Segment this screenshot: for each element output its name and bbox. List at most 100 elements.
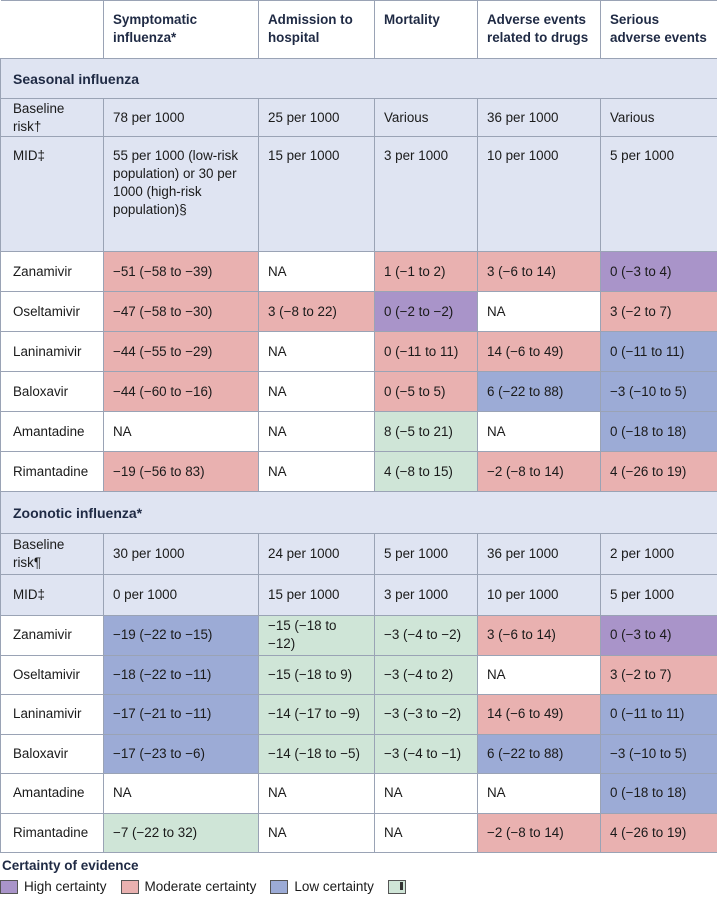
effect-cell: 3 (−6 to 14) bbox=[477, 615, 601, 656]
effect-cell: NA bbox=[103, 773, 259, 814]
table-row: Amantadine NA NA 8 (−5 to 21) NA 0 (−18 to 18… bbox=[0, 411, 717, 452]
header-cell: Symptomatic influenza* bbox=[103, 0, 259, 59]
table-row: Baloxavir −17 (−23 to −6) −14 (−18 to −5) −… bbox=[0, 733, 717, 774]
mid-row: MID‡ 55 per 1000 (low-risk population) or… bbox=[0, 136, 717, 252]
effect-cell: −3 (−10 to 5) bbox=[600, 733, 717, 774]
table-cell: 10 per 1000 bbox=[477, 574, 601, 616]
table-cell: 55 per 1000 (low-risk population) or 30 … bbox=[103, 136, 259, 252]
row-label: Baseline risk† bbox=[0, 98, 104, 137]
table-cell: 2 per 1000 bbox=[600, 533, 717, 575]
table-row: Oseltamivir −18 (−22 to −11) −15 (−18 to 9… bbox=[0, 654, 717, 695]
effect-cell: −15 (−18 to −12) bbox=[258, 615, 375, 656]
baseline-row: Baseline risk¶ 30 per 1000 24 per 1000 5 pe… bbox=[0, 533, 717, 575]
effect-cell: −3 (−4 to −2) bbox=[374, 615, 478, 656]
effect-cell: −17 (−21 to −11) bbox=[103, 694, 259, 735]
legend-swatch bbox=[270, 879, 289, 894]
mid-row: MID‡ 0 per 1000 15 per 1000 3 per 1000 10 pe… bbox=[0, 574, 717, 616]
effect-cell: −2 (−8 to 14) bbox=[477, 451, 601, 492]
table-cell: 5 per 1000 bbox=[600, 136, 717, 252]
row-label: Baseline risk¶ bbox=[0, 533, 104, 575]
drug-name: Rimantadine bbox=[0, 812, 104, 853]
table-cell: Various bbox=[600, 98, 717, 137]
effect-cell: −17 (−23 to −6) bbox=[103, 733, 259, 774]
effect-cell: −14 (−17 to −9) bbox=[258, 694, 375, 735]
effect-cell: 0 (−11 to 11) bbox=[374, 331, 478, 372]
effect-cell: NA bbox=[477, 411, 601, 452]
effect-cell: 3 (−2 to 7) bbox=[600, 654, 717, 695]
table-row: Amantadine NA NA NA NA 0 (−18 to 18) bbox=[0, 773, 717, 814]
effect-cell: −47 (−58 to −30) bbox=[103, 291, 259, 332]
effect-cell: NA bbox=[477, 773, 601, 814]
baseline-row: Baseline risk† 78 per 1000 25 per 1000 Vari… bbox=[0, 98, 717, 137]
effect-cell: 0 (−3 to 4) bbox=[600, 615, 717, 656]
effect-cell: −19 (−22 to −15) bbox=[103, 615, 259, 656]
drug-name: Baloxavir bbox=[0, 371, 104, 412]
table-cell: 15 per 1000 bbox=[258, 574, 375, 616]
effect-cell: −2 (−8 to 14) bbox=[477, 812, 601, 853]
effect-cell: NA bbox=[477, 654, 601, 695]
effect-cell: −7 (−22 to 32) bbox=[103, 812, 259, 853]
drug-name: Laninamivir bbox=[0, 694, 104, 735]
section-title: Zoonotic influenza* bbox=[0, 491, 717, 534]
header-cell: Admission to hospital bbox=[258, 0, 375, 59]
header-cell: Mortality bbox=[374, 0, 478, 59]
header-cell: Serious adverse events bbox=[600, 0, 717, 59]
drug-name: Oseltamivir bbox=[0, 654, 104, 695]
effect-cell: NA bbox=[258, 371, 375, 412]
table-row: Zanamivir −19 (−22 to −15) −15 (−18 to −12… bbox=[0, 615, 717, 656]
drug-name: Amantadine bbox=[0, 411, 104, 452]
effect-cell: 8 (−5 to 21) bbox=[374, 411, 478, 452]
header-row: Symptomatic influenza* Admission to hosp… bbox=[0, 0, 717, 59]
effect-cell: −19 (−56 to 83) bbox=[103, 451, 259, 492]
section-title: Seasonal influenza bbox=[0, 58, 717, 99]
effect-cell: 6 (−22 to 88) bbox=[477, 371, 601, 412]
effect-cell: 14 (−6 to 49) bbox=[477, 694, 601, 735]
drug-name: Amantadine bbox=[0, 773, 104, 814]
effect-cell: 0 (−11 to 11) bbox=[600, 694, 717, 735]
effect-cell: 3 (−2 to 7) bbox=[600, 291, 717, 332]
effect-cell: −18 (−22 to −11) bbox=[103, 654, 259, 695]
table-cell: 3 per 1000 bbox=[374, 136, 478, 252]
effect-cell: −3 (−3 to −2) bbox=[374, 694, 478, 735]
effect-cell: −3 (−4 to −1) bbox=[374, 733, 478, 774]
effect-cell: 4 (−26 to 19) bbox=[600, 812, 717, 853]
table-row: Laninamivir −44 (−55 to −29) NA 0 (−11 to 1… bbox=[0, 331, 717, 372]
effect-cell: 3 (−8 to 22) bbox=[258, 291, 375, 332]
effect-cell: 0 (−18 to 18) bbox=[600, 411, 717, 452]
drug-name: Baloxavir bbox=[0, 733, 104, 774]
effect-cell: 0 (−3 to 4) bbox=[600, 251, 717, 292]
effect-cell: NA bbox=[258, 773, 375, 814]
legend-item: High certainty bbox=[0, 879, 107, 894]
effect-cell: NA bbox=[258, 411, 375, 452]
drug-name: Zanamivir bbox=[0, 615, 104, 656]
table-cell: 30 per 1000 bbox=[103, 533, 259, 575]
legend-label: Low certainty bbox=[294, 879, 374, 894]
legend-item: Low certainty bbox=[270, 879, 374, 894]
table-row: Rimantadine −19 (−56 to 83) NA 4 (−8 to 15)… bbox=[0, 451, 717, 492]
effect-cell: NA bbox=[258, 451, 375, 492]
effect-cell: NA bbox=[258, 812, 375, 853]
effect-cell: −15 (−18 to 9) bbox=[258, 654, 375, 695]
effect-cell: −44 (−55 to −29) bbox=[103, 331, 259, 372]
table-row: Oseltamivir −47 (−58 to −30) 3 (−8 to 22) 0… bbox=[0, 291, 717, 332]
effect-cell: 0 (−2 to −2) bbox=[374, 291, 478, 332]
table-cell: 3 per 1000 bbox=[374, 574, 478, 616]
table-cell: 10 per 1000 bbox=[477, 136, 601, 252]
drug-name: Zanamivir bbox=[0, 251, 104, 292]
legend-swatch bbox=[120, 879, 139, 894]
legend-label: High certainty bbox=[24, 879, 107, 894]
drug-name: Rimantadine bbox=[0, 451, 104, 492]
effect-cell: 3 (−6 to 14) bbox=[477, 251, 601, 292]
effect-cell: −51 (−58 to −39) bbox=[103, 251, 259, 292]
legend-item bbox=[387, 879, 412, 894]
table-row: Rimantadine −7 (−22 to 32) NA NA −2 (−8 to 1… bbox=[0, 812, 717, 853]
table-cell: 24 per 1000 bbox=[258, 533, 375, 575]
drug-name: Oseltamivir bbox=[0, 291, 104, 332]
legend-label: Moderate certainty bbox=[144, 879, 257, 894]
legend-swatch bbox=[0, 879, 18, 894]
effect-cell: NA bbox=[258, 251, 375, 292]
effect-cell: −14 (−18 to −5) bbox=[258, 733, 375, 774]
effect-cell: −3 (−10 to 5) bbox=[600, 371, 717, 412]
legend-title: Certainty of evidence bbox=[2, 858, 139, 873]
legend: Certainty of evidence High certainty Mode… bbox=[0, 858, 717, 894]
